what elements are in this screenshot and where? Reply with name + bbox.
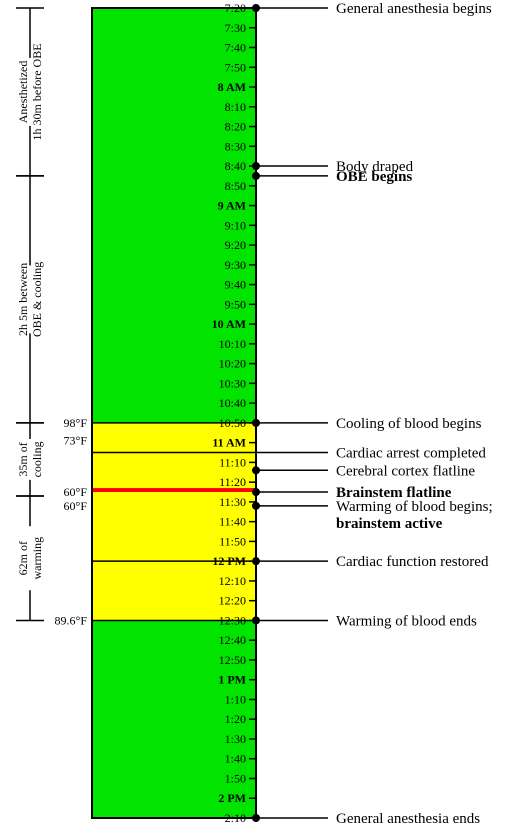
phase-label: 35m of — [16, 442, 30, 476]
time-tick-label: 7:30 — [225, 21, 246, 35]
event-dot — [252, 171, 260, 180]
event-dot — [252, 814, 260, 822]
event-markers: General anesthesia begins Body drapedOBE … — [92, 1, 493, 826]
event-dot — [252, 616, 260, 625]
segment-warming — [92, 492, 256, 621]
time-tick-label: 11:10 — [219, 455, 246, 469]
temperature-label: 98°F — [64, 416, 88, 430]
time-tick-label: 12:40 — [219, 633, 246, 647]
time-tick-label: 9:20 — [225, 238, 246, 252]
time-tick-label: 10:20 — [219, 357, 246, 371]
temperature-label: 73°F — [64, 434, 88, 448]
event-label: Brainstem flatline — [336, 485, 452, 501]
time-tick-label: 9 AM — [218, 199, 246, 213]
event-dot — [252, 466, 260, 475]
event-label: Warming of blood ends — [336, 613, 477, 629]
segment-anesthesia-post — [92, 620, 256, 818]
temperature-label: 60°F — [64, 485, 88, 499]
event-dot — [252, 557, 260, 566]
time-tick-label: 11 AM — [212, 436, 246, 450]
time-tick-label: 1:30 — [225, 732, 246, 746]
time-tick-label: 9:50 — [225, 297, 246, 311]
phase-brackets: Anesthetized 1h 30m before OBE 2h 5m betwe… — [16, 7, 44, 622]
time-tick-label: 10:40 — [219, 396, 246, 410]
event-label: brainstem active — [336, 516, 443, 532]
event-label: Cardiac arrest completed — [336, 446, 486, 462]
event-dot — [252, 488, 260, 497]
time-tick-label: 8:10 — [225, 100, 246, 114]
time-tick-label: 11:30 — [219, 495, 246, 509]
event-label: General anesthesia begins — [336, 1, 492, 17]
time-tick-label: 1:20 — [225, 712, 246, 726]
time-tick-label: 8:50 — [225, 179, 246, 193]
time-tick-label: 11:20 — [219, 475, 246, 489]
time-tick-label: 11:40 — [219, 515, 246, 529]
event-label: Body draped — [336, 159, 414, 175]
temperature-label: 60°F — [64, 499, 88, 513]
phase-label: Anesthetized — [16, 61, 30, 124]
time-tick-label: 1:40 — [225, 752, 246, 766]
phase-label: 62m of — [16, 541, 30, 575]
time-tick-label: 7:50 — [225, 60, 246, 74]
phase-label-group: 2h 5m between OBE & cooling — [16, 262, 44, 337]
time-tick-label: 10 AM — [212, 317, 246, 331]
timeline-bar — [91, 7, 257, 819]
time-tick-label: 12:10 — [219, 574, 246, 588]
time-tick-label: 8:20 — [225, 120, 246, 134]
segment-brainstem-flatline — [92, 488, 256, 493]
time-tick-label: 8:40 — [225, 159, 246, 173]
timeline-bar-outline — [91, 7, 257, 819]
time-tick-label: 9:40 — [225, 278, 246, 292]
event-dot — [252, 162, 260, 171]
phase-label-group: 35m of cooling — [16, 441, 44, 477]
time-tick-label: 1 PM — [218, 673, 246, 687]
time-tick-label: 10:10 — [219, 337, 246, 351]
time-tick-label: 9:10 — [225, 218, 246, 232]
phase-label: OBE & cooling — [30, 262, 44, 337]
temperature-label: 89.6°F — [55, 613, 88, 627]
event-dot — [252, 4, 260, 12]
event-dot — [252, 501, 260, 510]
time-tick-label: 7:40 — [225, 41, 246, 55]
phase-label: cooling — [30, 441, 44, 477]
event-label: Cooling of blood begins — [336, 416, 482, 432]
time-tick-label: 1:10 — [225, 692, 246, 706]
event-label: Cerebral cortex flatline — [336, 463, 475, 479]
event-label: Warming of blood begins; — [336, 499, 493, 515]
time-tick-label: 12:20 — [219, 594, 246, 608]
time-tick-label: 12:50 — [219, 653, 246, 667]
event-label: OBE begins — [336, 169, 412, 185]
phase-label: 1h 30m before OBE — [30, 43, 44, 140]
event-label: General anesthesia ends — [336, 811, 480, 826]
time-tick-label: 8 AM — [218, 80, 246, 94]
phase-label: 2h 5m between — [16, 263, 30, 336]
phase-label: warming — [30, 537, 44, 580]
time-tick-label: 10:30 — [219, 376, 246, 390]
time-tick-label: 11:50 — [219, 534, 246, 548]
temperature-labels: 98°F 73°F 60°F60°F 89.6°F — [55, 416, 88, 628]
segment-cooling — [92, 422, 256, 489]
time-tick-label: 1:50 — [225, 771, 246, 785]
time-tick-label: 7:20 — [225, 1, 246, 15]
phase-label-group: Anesthetized 1h 30m before OBE — [16, 43, 44, 140]
time-tick-label: 8:30 — [225, 139, 246, 153]
event-label: Cardiac function restored — [336, 554, 489, 570]
time-scale: 7:20 7:30 7:40 7:50 8 AM 8:10 8:20 8:30 8:40 8:50… — [212, 1, 256, 825]
event-dot — [252, 418, 260, 427]
phase-label-group: 62m of warming — [16, 537, 44, 580]
time-tick-label: 2:10 — [225, 811, 246, 825]
time-tick-label: 2 PM — [218, 791, 246, 805]
segment-anesthesia-pre — [92, 8, 256, 423]
time-tick-label: 9:30 — [225, 258, 246, 272]
